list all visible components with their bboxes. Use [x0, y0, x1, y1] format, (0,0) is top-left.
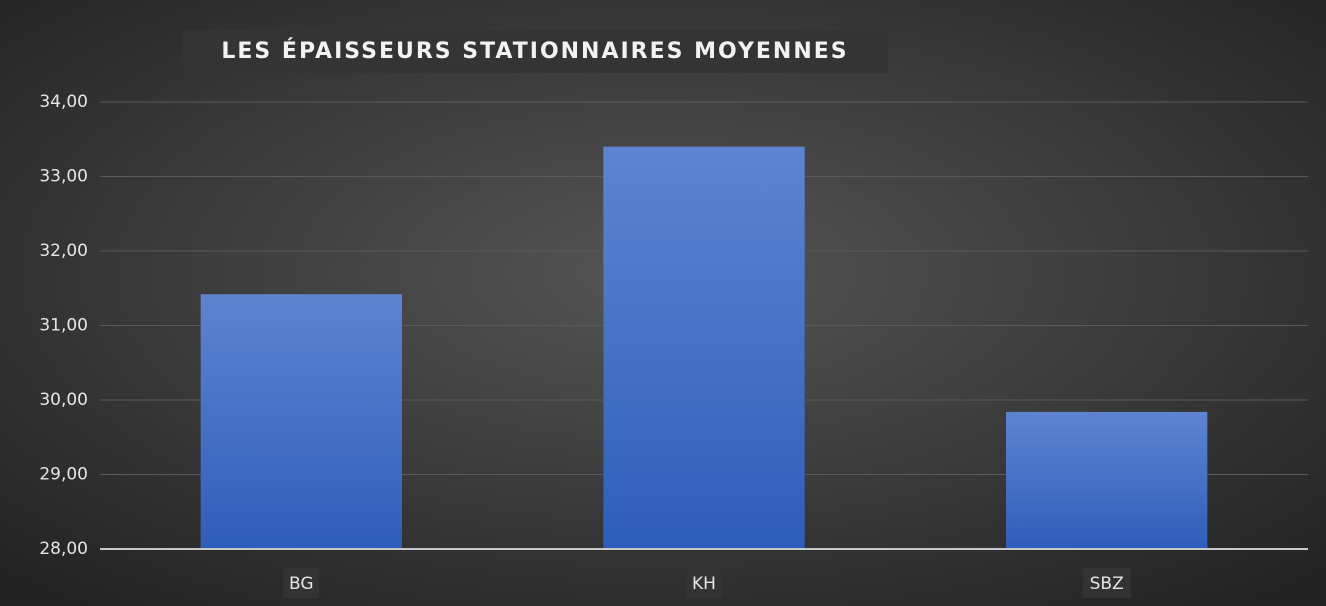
y-tick-label: 31,00 — [39, 316, 88, 336]
bar — [200, 294, 402, 549]
x-tick-label: SBZ — [1090, 574, 1124, 594]
x-label-box — [1082, 568, 1131, 598]
y-tick-label: 30,00 — [39, 390, 88, 410]
y-tick-label: 29,00 — [39, 465, 88, 485]
title-box — [183, 30, 888, 73]
x-tick-label: BG — [289, 574, 314, 594]
y-tick-label: 28,00 — [39, 539, 88, 559]
x-label-box — [283, 568, 320, 598]
x-tick-label: KH — [692, 574, 716, 594]
bar — [603, 146, 805, 549]
y-tick-label: 34,00 — [39, 92, 88, 112]
x-label-box — [686, 568, 722, 598]
y-tick-label: 33,00 — [39, 167, 88, 187]
bar — [1006, 411, 1208, 549]
chart-title: LES ÉPAISSEURS STATIONNAIRES MOYENNES — [221, 38, 848, 64]
y-tick-label: 32,00 — [39, 241, 88, 261]
